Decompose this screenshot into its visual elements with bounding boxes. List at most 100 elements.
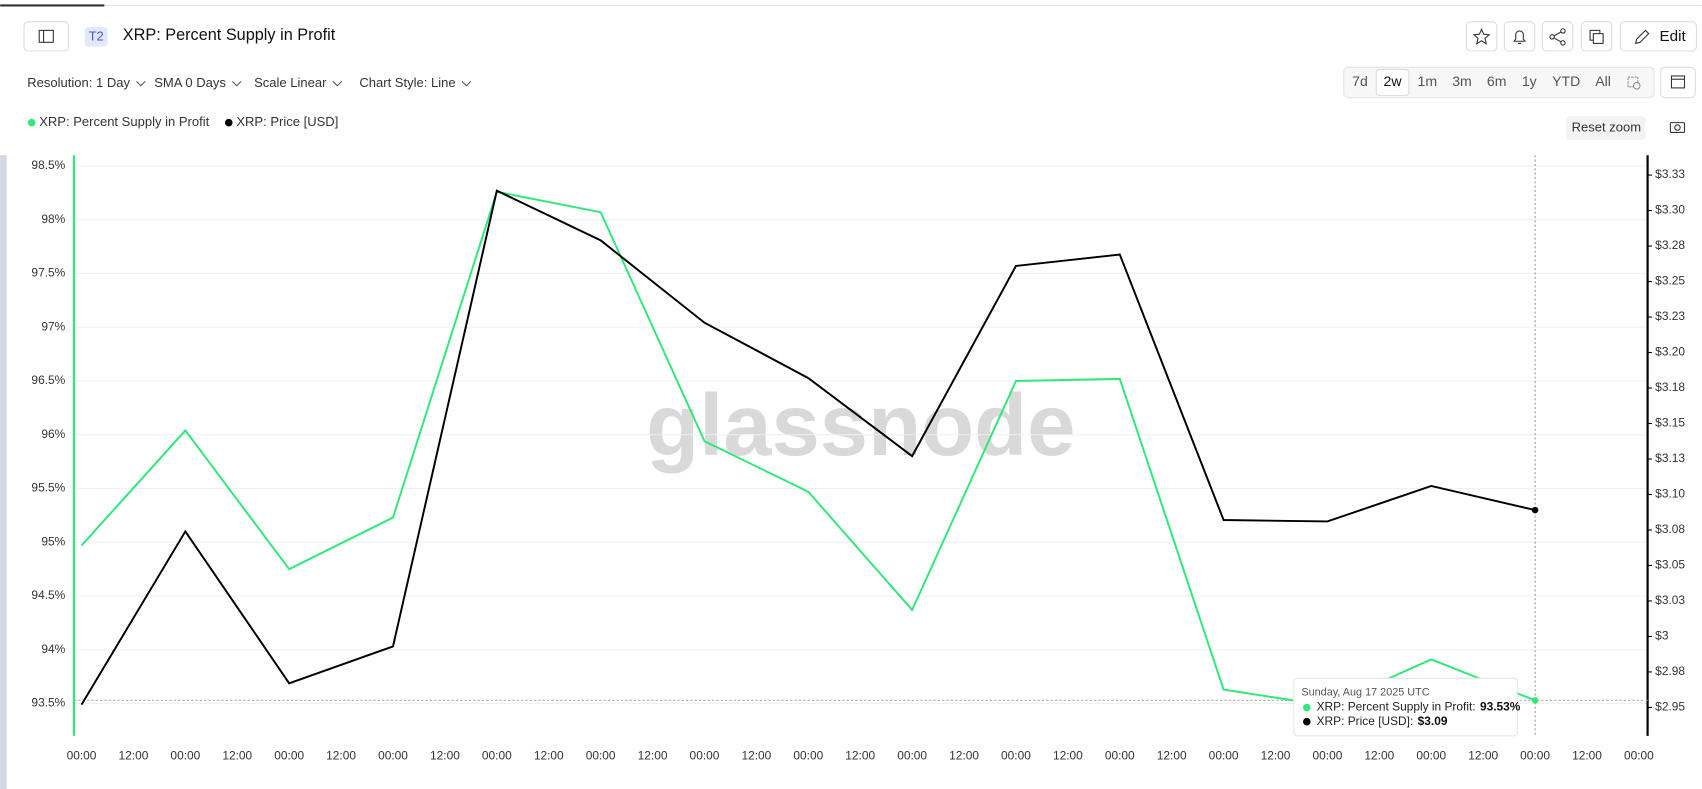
- cursor-dot: [1531, 697, 1539, 704]
- tooltip-box: [1293, 677, 1518, 737]
- x-tick-label: 00:00: [793, 749, 823, 763]
- y2-tick-label: $2.98: [1655, 664, 1685, 678]
- y2-tick-label: $3.13: [1655, 451, 1685, 465]
- y2-tick-label: $3.03: [1655, 593, 1685, 607]
- y2-tick-label: $3.20: [1655, 345, 1685, 359]
- tooltip-name: XRP: Percent Supply in Profit:: [1317, 700, 1476, 714]
- edit-button[interactable]: [1619, 21, 1697, 52]
- range-button[interactable]: YTD: [1552, 73, 1580, 89]
- chevron: [332, 81, 343, 87]
- y2-tick-label: $3.15: [1655, 416, 1685, 430]
- badge: T2: [89, 28, 104, 43]
- y2-tick-label: $3.33: [1655, 167, 1685, 181]
- dropdown[interactable]: Chart Style: Line: [359, 75, 455, 90]
- x-tick-label: 12:00: [119, 749, 149, 763]
- alert-button[interactable]: [1503, 21, 1536, 52]
- watermark: glassnode: [646, 377, 1075, 474]
- zoom-select[interactable]: [1625, 74, 1645, 91]
- x-tick-label: 12:00: [1468, 749, 1498, 763]
- x-tick-label: 00:00: [482, 749, 512, 763]
- legend-dot: [224, 118, 233, 127]
- tooltip-date: Sunday, Aug 17 2025 UTC: [1301, 686, 1429, 698]
- y2-tick-label: $3.08: [1655, 522, 1685, 536]
- tooltip-dot: [1303, 703, 1311, 712]
- star-button[interactable]: [1465, 21, 1498, 52]
- y2-tick-label: $3.30: [1655, 203, 1685, 217]
- chevron: [232, 81, 242, 87]
- range-button[interactable]: 3m: [1452, 73, 1472, 89]
- x-tick-label: 12:00: [845, 749, 875, 763]
- x-tick-label: 12:00: [326, 749, 356, 763]
- x-tick-label: 12:00: [534, 749, 564, 763]
- chevron: [461, 81, 472, 87]
- sidebar-toggle[interactable]: [23, 21, 70, 52]
- y2-tick-label: $2.95: [1655, 700, 1685, 714]
- series-line: [80, 190, 1536, 707]
- tooltip: Sunday, Aug 17 2025 UTC XRP: Percent Supp…: [1293, 677, 1521, 737]
- copy-icon: [1592, 33, 1604, 44]
- edit-label: Edit: [1660, 28, 1687, 45]
- x-tick-label: 00:00: [1624, 749, 1654, 763]
- x-tick-label: 00:00: [897, 749, 927, 763]
- tooltip-name: XRP: Price [USD]:: [1317, 714, 1414, 728]
- page-title: XRP: Percent Supply in Profit: [123, 26, 336, 44]
- badge-bg: [84, 27, 108, 47]
- range-button[interactable]: 1m: [1417, 73, 1437, 89]
- y-tick-label: 96.5%: [31, 373, 65, 387]
- y-tick-label: 94.5%: [31, 588, 65, 602]
- share-button[interactable]: [1541, 21, 1574, 52]
- legend-dot: [27, 118, 36, 127]
- x-tick-label: 12:00: [222, 749, 252, 763]
- x-tick-label: 00:00: [1209, 749, 1239, 763]
- range-button[interactable]: All: [1595, 73, 1611, 89]
- x-tick-label: 00:00: [690, 749, 720, 763]
- screenshot-button[interactable]: [1669, 122, 1686, 133]
- y2-tick-label: $3.10: [1655, 487, 1685, 501]
- chevron: [136, 81, 146, 87]
- x-tick-label: 12:00: [638, 749, 668, 763]
- share-dot: [1560, 40, 1566, 46]
- legend-label[interactable]: XRP: Percent Supply in Profit: [39, 114, 209, 129]
- range-button[interactable]: 2w: [1384, 73, 1403, 89]
- y-tick-label: 98.5%: [31, 158, 65, 172]
- x-tick-label: 00:00: [170, 749, 200, 763]
- tooltip-value: 93.53%: [1480, 700, 1521, 714]
- x-tick-label: 00:00: [1001, 749, 1031, 763]
- y-tick-label: 95.5%: [31, 481, 65, 495]
- x-tick-label: 00:00: [67, 749, 97, 763]
- y-tick-label: 93.5%: [31, 696, 65, 710]
- dropdown[interactable]: Scale Linear: [254, 75, 327, 90]
- pencil-icon: [1634, 29, 1650, 45]
- share-dot: [1560, 28, 1566, 34]
- range-button[interactable]: 7d: [1352, 73, 1368, 89]
- y2-tick-label: $3: [1655, 629, 1669, 643]
- y-tick-label: 94%: [41, 642, 65, 656]
- x-tick-label: 12:00: [430, 749, 460, 763]
- y-tick-label: 97.5%: [31, 266, 65, 280]
- series-line: [80, 189, 1536, 706]
- x-tick-label: 00:00: [1313, 749, 1343, 763]
- icon-buttons: [1465, 21, 1697, 52]
- reset-zoom-button[interactable]: [1566, 116, 1646, 141]
- x-tick-label: 00:00: [586, 749, 616, 763]
- y-tick-label: 96%: [41, 427, 65, 441]
- y2-tick-label: $3.25: [1655, 274, 1685, 288]
- x-tick-label: 12:00: [949, 749, 979, 763]
- y-tick-label: 95%: [41, 534, 65, 548]
- dropdown[interactable]: SMA 0 Days: [154, 75, 226, 90]
- range-button[interactable]: 1y: [1522, 73, 1538, 89]
- x-tick-label: 00:00: [1416, 749, 1446, 763]
- range-group: [1343, 66, 1655, 99]
- y2-tick-label: $3.18: [1655, 380, 1685, 394]
- legend-label[interactable]: XRP: Price [USD]: [236, 114, 338, 129]
- reset-zoom: Reset zoom: [1572, 120, 1641, 135]
- share-dot: [1549, 34, 1555, 40]
- calendar-button[interactable]: [1660, 66, 1696, 99]
- range-button[interactable]: 6m: [1487, 73, 1507, 89]
- cursor-dot: [1531, 506, 1539, 514]
- dropdown[interactable]: Resolution: 1 Day: [27, 75, 130, 90]
- y-tick-label: 97%: [41, 319, 65, 333]
- tooltip-value: $3.09: [1418, 714, 1448, 728]
- x-tick-label: 12:00: [1364, 749, 1394, 763]
